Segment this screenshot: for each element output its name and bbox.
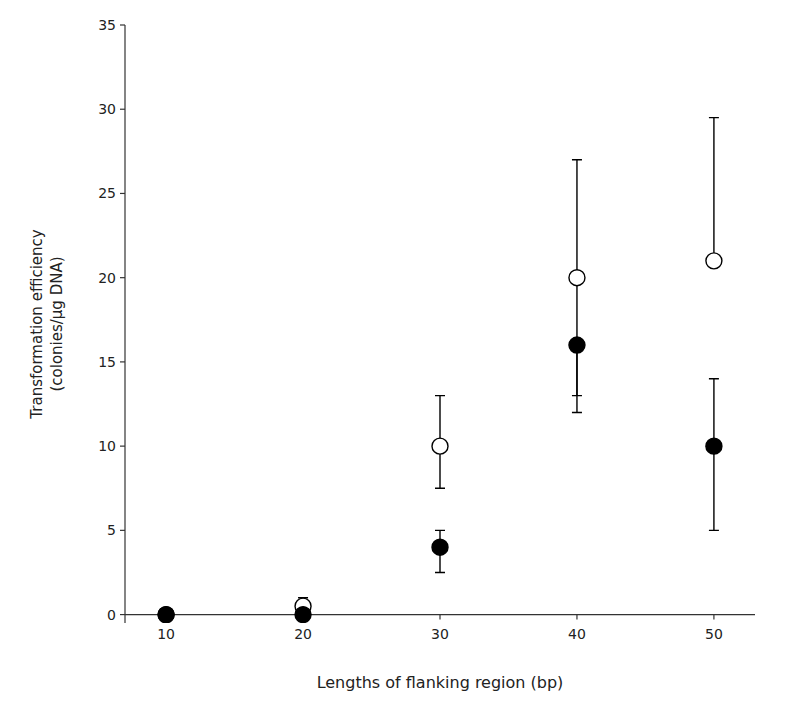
y-tick <box>120 24 125 25</box>
y-tick <box>120 530 125 531</box>
error-bar <box>709 118 719 261</box>
x-tick <box>713 615 714 620</box>
point <box>432 539 448 555</box>
x-tick-label: 50 <box>705 626 723 642</box>
y-tick-label: 20 <box>98 270 116 286</box>
point <box>706 438 722 454</box>
chart-container: 10 20 30 40 50 0 5 10 15 20 25 30 35 Lengths of flank… <box>0 0 785 713</box>
point <box>158 607 174 623</box>
x-tick-label: 20 <box>294 626 312 642</box>
chart: 10 20 30 40 50 0 5 10 15 20 25 30 35 Lengths of flank… <box>0 0 785 713</box>
y-tick <box>120 361 125 362</box>
x-tick-label: 40 <box>568 626 586 642</box>
y-tick <box>120 193 125 194</box>
y-tick-label: 10 <box>98 438 116 454</box>
y-tick-label: 15 <box>98 354 116 370</box>
error-bar <box>572 345 582 412</box>
y-tick-label: 35 <box>98 17 116 33</box>
x-tick-label: 30 <box>431 626 449 642</box>
point <box>158 607 174 623</box>
point <box>569 337 585 353</box>
point <box>295 607 311 623</box>
point <box>706 253 722 269</box>
y-tick <box>120 614 125 615</box>
y-axis-line <box>124 25 125 623</box>
points <box>158 253 722 623</box>
x-tick-label: 10 <box>157 626 175 642</box>
x-axis-label: Lengths of flanking region (bp) <box>317 673 564 692</box>
y-tick <box>120 277 125 278</box>
axes: 10 20 30 40 50 0 5 10 15 20 25 30 35 <box>98 17 755 642</box>
error-bars <box>298 118 719 607</box>
y-tick-label: 25 <box>98 185 116 201</box>
x-tick <box>439 615 440 620</box>
y-axis-label-line: Transformation efficiency <box>28 229 46 419</box>
y-tick <box>120 446 125 447</box>
y-axis-label: Transformation efficiency(colonies/μg DN… <box>28 229 66 419</box>
x-tick <box>576 615 577 620</box>
plot-area <box>158 118 722 623</box>
y-tick <box>120 109 125 110</box>
point <box>432 438 448 454</box>
y-tick-label: 5 <box>107 522 116 538</box>
y-tick-label: 30 <box>98 101 116 117</box>
point <box>569 270 585 286</box>
y-tick-label: 0 <box>107 607 116 623</box>
y-axis-label-line: (colonies/μg DNA) <box>48 256 66 391</box>
